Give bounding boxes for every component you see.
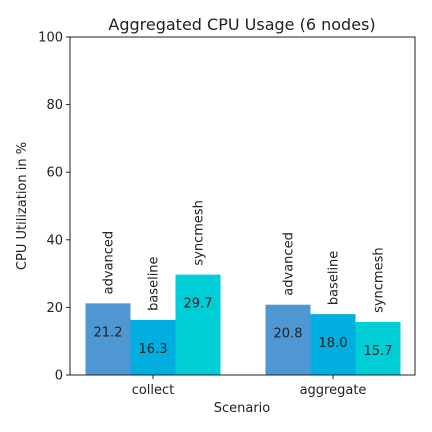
bar-advanced-aggregate [265, 304, 311, 375]
bar-value-label: 16.3 [139, 342, 168, 357]
bar-series-label: advanced [282, 232, 297, 296]
bar-advanced-collect [85, 303, 131, 375]
y-tick-label: 0 [55, 369, 63, 384]
y-tick-label: 40 [46, 233, 63, 248]
bar-baseline-collect [130, 319, 176, 375]
bar-series-label: baseline [327, 251, 342, 305]
bar-syncmesh-aggregate [355, 321, 401, 375]
y-axis-label: CPU Utilization in % [15, 142, 30, 270]
plot-area: 0 20 40 60 80 100 collect 21.2 advanced 16.3 basel… [38, 31, 401, 398]
x-axis-label: Scenario [214, 401, 271, 416]
bar-series-label: baseline [147, 256, 162, 310]
plot-frame [69, 36, 416, 376]
bar-value-label: 15.7 [364, 344, 393, 359]
x-tick-label: collect [132, 383, 175, 398]
bar-value-label: 20.8 [274, 327, 303, 342]
bar-value-label: 29.7 [184, 297, 213, 312]
chart-title: Aggregated CPU Usage (6 nodes) [108, 15, 375, 34]
x-tick-label: aggregate [300, 383, 367, 398]
y-tick-label: 20 [46, 301, 63, 316]
bar-syncmesh-collect [175, 274, 221, 375]
bar-value-label: 21.2 [94, 325, 123, 340]
y-tick-label: 80 [46, 98, 63, 113]
y-tick-label: 60 [46, 166, 63, 181]
bar-series-label: syncmesh [192, 200, 207, 266]
bar-series-label: syncmesh [372, 247, 387, 313]
y-tick-label: 100 [38, 31, 63, 46]
bar-series-label: advanced [102, 231, 117, 295]
bar-value-label: 18.0 [319, 336, 348, 351]
bar-baseline-aggregate [310, 314, 356, 375]
